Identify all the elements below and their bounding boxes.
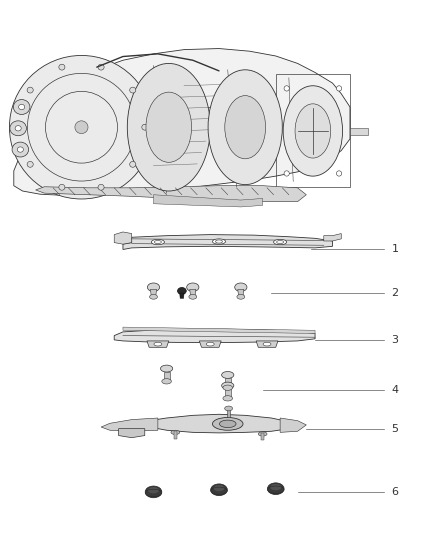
Text: 3: 3	[392, 335, 399, 345]
Polygon shape	[163, 372, 170, 380]
Ellipse shape	[154, 342, 162, 346]
Ellipse shape	[148, 283, 159, 292]
Polygon shape	[225, 389, 231, 397]
Ellipse shape	[225, 95, 265, 159]
Polygon shape	[101, 418, 158, 431]
Ellipse shape	[284, 171, 289, 176]
Ellipse shape	[268, 483, 284, 495]
Ellipse shape	[15, 124, 21, 130]
Ellipse shape	[189, 294, 197, 299]
Polygon shape	[324, 233, 341, 241]
Polygon shape	[114, 329, 315, 343]
Polygon shape	[14, 49, 350, 195]
Polygon shape	[149, 414, 289, 433]
Polygon shape	[123, 327, 315, 334]
Ellipse shape	[130, 87, 136, 93]
Ellipse shape	[59, 64, 65, 70]
Text: 2: 2	[392, 288, 399, 298]
Text: 5: 5	[392, 424, 399, 434]
Text: 1: 1	[392, 245, 399, 254]
Ellipse shape	[13, 100, 30, 115]
Polygon shape	[256, 341, 278, 348]
Ellipse shape	[148, 487, 159, 494]
Ellipse shape	[270, 484, 281, 490]
Ellipse shape	[17, 147, 23, 152]
Ellipse shape	[283, 86, 343, 176]
Ellipse shape	[151, 239, 164, 245]
Ellipse shape	[150, 294, 157, 299]
Ellipse shape	[208, 70, 283, 184]
Ellipse shape	[160, 365, 173, 372]
Ellipse shape	[15, 126, 21, 131]
Bar	[173, 431, 177, 439]
Ellipse shape	[223, 385, 233, 390]
Ellipse shape	[177, 287, 186, 294]
Ellipse shape	[10, 55, 153, 199]
Ellipse shape	[146, 92, 191, 163]
Ellipse shape	[212, 239, 226, 244]
Ellipse shape	[98, 64, 104, 70]
Ellipse shape	[263, 342, 271, 346]
Polygon shape	[114, 232, 132, 244]
Ellipse shape	[162, 378, 171, 384]
Ellipse shape	[225, 406, 233, 411]
Ellipse shape	[295, 104, 331, 158]
Ellipse shape	[258, 432, 267, 436]
Polygon shape	[119, 429, 145, 438]
Ellipse shape	[12, 142, 28, 157]
Polygon shape	[190, 289, 196, 297]
Polygon shape	[238, 289, 244, 297]
Ellipse shape	[211, 484, 227, 496]
Ellipse shape	[145, 486, 162, 498]
Ellipse shape	[215, 240, 223, 243]
Ellipse shape	[206, 342, 214, 346]
Ellipse shape	[219, 420, 236, 427]
Ellipse shape	[75, 121, 88, 134]
Ellipse shape	[214, 485, 224, 491]
Ellipse shape	[235, 283, 247, 292]
Bar	[227, 409, 230, 417]
Bar	[350, 128, 368, 135]
Ellipse shape	[223, 395, 233, 401]
Ellipse shape	[222, 382, 234, 389]
Ellipse shape	[59, 184, 65, 190]
Ellipse shape	[27, 87, 33, 93]
Ellipse shape	[222, 372, 234, 378]
Ellipse shape	[154, 240, 161, 244]
Ellipse shape	[10, 121, 26, 136]
Ellipse shape	[336, 86, 342, 91]
Ellipse shape	[18, 104, 25, 110]
Ellipse shape	[171, 430, 180, 434]
Ellipse shape	[127, 63, 210, 191]
Ellipse shape	[212, 417, 243, 430]
Polygon shape	[153, 195, 263, 207]
Ellipse shape	[237, 294, 245, 299]
Text: 6: 6	[392, 488, 399, 497]
Ellipse shape	[284, 86, 289, 91]
Polygon shape	[35, 185, 306, 201]
Polygon shape	[225, 378, 231, 386]
Bar	[261, 433, 265, 440]
Ellipse shape	[277, 240, 284, 244]
Polygon shape	[199, 341, 221, 348]
Ellipse shape	[130, 161, 136, 167]
Polygon shape	[180, 293, 184, 298]
Text: 4: 4	[392, 385, 399, 395]
Ellipse shape	[98, 184, 104, 190]
Ellipse shape	[274, 239, 287, 245]
Polygon shape	[150, 289, 156, 297]
Polygon shape	[280, 418, 306, 432]
Polygon shape	[147, 341, 169, 348]
Ellipse shape	[336, 171, 342, 176]
Polygon shape	[123, 235, 332, 249]
Ellipse shape	[142, 124, 148, 130]
Ellipse shape	[27, 161, 33, 167]
Ellipse shape	[187, 283, 199, 292]
